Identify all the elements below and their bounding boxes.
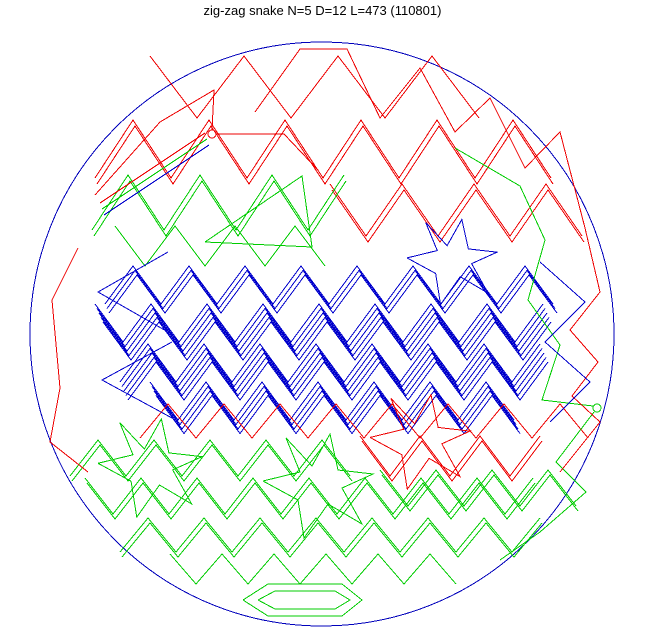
end-marker: [592, 403, 602, 413]
snake-zigzag-band-red: [329, 183, 583, 237]
snake-zigzag-band-blue: [155, 394, 521, 435]
snake-zigzag-band-blue: [149, 381, 515, 421]
snake-zigzag-band-blue: [119, 343, 541, 383]
snake-zigzag-band-green: [119, 517, 541, 553]
snake-zigzag-band-green: [71, 444, 353, 482]
snake-zigzag-band-green: [121, 522, 543, 558]
page-title: zig-zag snake N=5 D=12 L=473 (110801): [203, 3, 442, 18]
snake-segment-red: [559, 227, 601, 473]
snake-segment-red: [216, 133, 319, 171]
snake-zigzag-band-blue: [104, 265, 554, 305]
snake-zigzag-band-blue: [94, 303, 544, 343]
snake-zigzag-band-green: [379, 469, 577, 507]
snake-zigzag-band-blue: [123, 352, 545, 392]
snake-pinwheel-red: [369, 393, 472, 491]
snake-zigzag-band-blue: [108, 274, 558, 314]
snake-segment-green: [242, 583, 363, 617]
snake-segment-green: [101, 138, 208, 210]
snake-zigzag-band-blue: [153, 390, 519, 430]
start-marker: [207, 129, 217, 139]
snake-zigzag-band-blue: [127, 361, 549, 401]
snake-zigzag-band-green: [69, 439, 351, 477]
snake-pinwheel-blue: [406, 218, 499, 306]
snake-zigzag-band-blue: [102, 321, 552, 361]
snake-segment-red: [94, 89, 215, 196]
snake-zigzag-band-blue: [121, 347, 543, 388]
snake-zigzag-band-red: [359, 435, 541, 477]
snake-segment-green: [257, 590, 351, 610]
snake-segment-red: [49, 247, 89, 473]
snake-segment-blue: [103, 144, 210, 216]
snake-segment-blue: [96, 251, 169, 333]
snake-segment-green: [499, 411, 595, 561]
snake-zigzag-band-blue: [125, 356, 547, 397]
snake-zigzag-band-red: [361, 440, 543, 482]
snake-zigzag-band-green: [93, 180, 347, 237]
snake-segment-red: [99, 132, 206, 204]
snake-zigzag-band-red: [96, 125, 554, 185]
snake-zigzag-band-blue: [96, 307, 546, 348]
snake-zigzag-band-blue: [98, 312, 548, 352]
snake-zigzag-band-blue: [106, 269, 556, 310]
snake-pinwheel-green: [262, 432, 375, 540]
snake-zigzag-band-green: [114, 225, 326, 267]
snake-zigzag-band-blue: [151, 385, 517, 426]
snake-zigzag-band-blue: [100, 316, 550, 357]
snake-zigzag-band-green: [381, 474, 579, 512]
snake-zigzag-band-green: [84, 477, 534, 515]
snake-zigzag-band-green: [91, 174, 345, 231]
snake-zigzag-band-red: [139, 403, 589, 439]
snake-zigzag-band-green: [169, 553, 457, 585]
snake-pinwheel-green: [97, 417, 204, 519]
snake-segment-red: [254, 48, 586, 229]
snake-zigzag-band-green: [86, 482, 536, 520]
snake-zigzag-band-red: [149, 55, 480, 119]
snake-segment-blue: [539, 261, 591, 423]
snake-zigzag-band-red: [331, 189, 585, 243]
snake-segment-green: [204, 175, 313, 248]
boundary-circle: [29, 41, 615, 627]
snake-segment-blue: [100, 341, 173, 419]
snake-zigzag-band-red: [94, 119, 552, 179]
snake-segment-green: [454, 147, 594, 407]
